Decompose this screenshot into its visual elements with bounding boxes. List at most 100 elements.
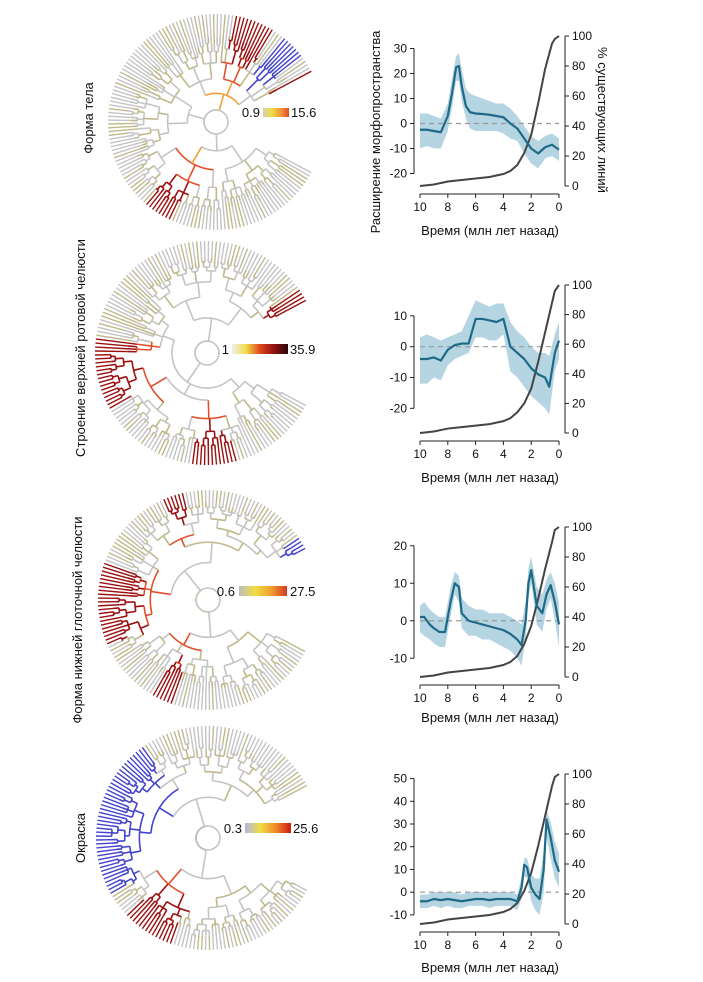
tree-branch	[195, 51, 199, 58]
tree-node-arc	[123, 859, 126, 865]
tree-branch	[274, 786, 279, 790]
tree-branch	[168, 173, 178, 185]
tree-node-arc	[242, 663, 254, 671]
tree-tip-branch	[155, 922, 164, 938]
tree-node-arc	[189, 202, 194, 206]
tree-branch	[184, 507, 188, 510]
tree-tip-branch	[293, 891, 304, 899]
tree-tip-branch	[228, 492, 234, 508]
tree-branch	[135, 886, 142, 892]
tree-tip-branch	[141, 910, 156, 930]
tree-branch	[134, 313, 143, 319]
tree-tip-branch	[116, 155, 138, 166]
tree-tip-branch	[105, 304, 134, 319]
tree-branch	[172, 198, 177, 204]
tree-branch	[138, 145, 149, 150]
tree-node-arc	[182, 508, 187, 512]
tree-branch	[120, 393, 126, 397]
tree-tip-branch	[293, 887, 306, 895]
tree-node-arc	[123, 629, 127, 633]
tree-tip-branch	[257, 259, 270, 277]
tree-node-arc	[230, 438, 234, 442]
tree-branch	[136, 415, 143, 421]
tree-node-arc	[203, 109, 220, 135]
tree-tip-branch	[233, 442, 241, 461]
tree-tip-branch	[181, 492, 187, 508]
tree-tip-branch	[185, 728, 189, 740]
tree-node-arc	[261, 289, 268, 296]
tree-tip-branch	[140, 261, 155, 281]
tree-branch	[253, 514, 257, 519]
tree-branch	[133, 870, 140, 875]
tree-branch	[233, 40, 236, 45]
tree-branch	[221, 927, 224, 932]
y-tick-label-left: 50	[394, 772, 408, 786]
tree-node-arc	[147, 641, 152, 647]
tree-branch	[235, 431, 239, 439]
tree-branch	[152, 180, 158, 186]
tree-node-arc	[161, 521, 169, 527]
tree-branch	[230, 36, 234, 41]
tree-tip-branch	[253, 920, 264, 936]
tree-node-arc	[245, 90, 255, 102]
tree-branch	[232, 66, 242, 83]
tree-tip-branch	[245, 689, 253, 702]
tree-tip-branch	[275, 67, 310, 89]
tree-tip-branch	[276, 189, 289, 204]
tree-branch	[116, 364, 125, 368]
tree-branch	[159, 84, 166, 89]
tree-branch	[229, 512, 233, 517]
tree-branch	[187, 45, 193, 54]
tree-tip-branch	[258, 192, 273, 215]
tree-tip-branch	[130, 662, 148, 680]
tree-branch	[162, 335, 175, 341]
tree-branch	[204, 38, 207, 44]
tree-node-arc	[256, 763, 263, 769]
tree-branch	[193, 675, 197, 683]
tree-tip-branch	[220, 442, 226, 464]
tree-branch	[130, 850, 141, 854]
tree-node-arc	[226, 756, 233, 760]
tree-tip-branch	[234, 16, 242, 41]
tree-branch	[184, 203, 188, 210]
tree-branch	[248, 907, 255, 916]
tree-tip-branch	[276, 667, 288, 678]
tree-branch	[144, 171, 150, 176]
tree-branch	[147, 649, 155, 657]
tree-node-arc	[140, 317, 144, 322]
tree-tip-branch	[230, 443, 237, 462]
tree-tip-branch	[96, 334, 133, 342]
tree-branch	[247, 274, 252, 280]
tree-tip-branch	[98, 604, 120, 607]
tree-branch	[261, 764, 265, 769]
tree-branch	[244, 50, 251, 61]
tree-tip-branch	[110, 138, 142, 148]
tree-branch	[171, 666, 177, 674]
tree-tip-branch	[133, 517, 145, 530]
tree-tip-branch	[148, 192, 162, 208]
tree-branch	[150, 286, 158, 294]
tree-branch	[162, 670, 169, 678]
tree-branch	[247, 748, 251, 753]
tree-branch	[239, 71, 251, 87]
tree-branch	[269, 405, 274, 410]
colorbar-lower-jaw	[239, 586, 287, 596]
tree-tip-branch	[228, 15, 234, 36]
tree-tip-branch	[181, 928, 187, 948]
tree-tip-branch	[227, 686, 234, 708]
tree-branch	[237, 195, 241, 201]
tree-branch	[135, 321, 147, 328]
y-tick-label-right: 80	[572, 308, 586, 322]
tree-branch	[165, 513, 169, 517]
tree-tip-branch	[214, 449, 218, 465]
tree-tip-branch	[103, 871, 122, 880]
tree-branch	[200, 53, 205, 65]
tree-tip-branch	[125, 656, 145, 674]
tree-tip-branch	[234, 205, 242, 228]
tree-branch	[223, 875, 233, 895]
tree-node-arc	[131, 332, 135, 339]
tree-branch	[162, 901, 168, 909]
tree-node-arc	[238, 778, 266, 805]
tree-branch	[251, 277, 256, 283]
x-tick-label: 4	[500, 938, 507, 952]
